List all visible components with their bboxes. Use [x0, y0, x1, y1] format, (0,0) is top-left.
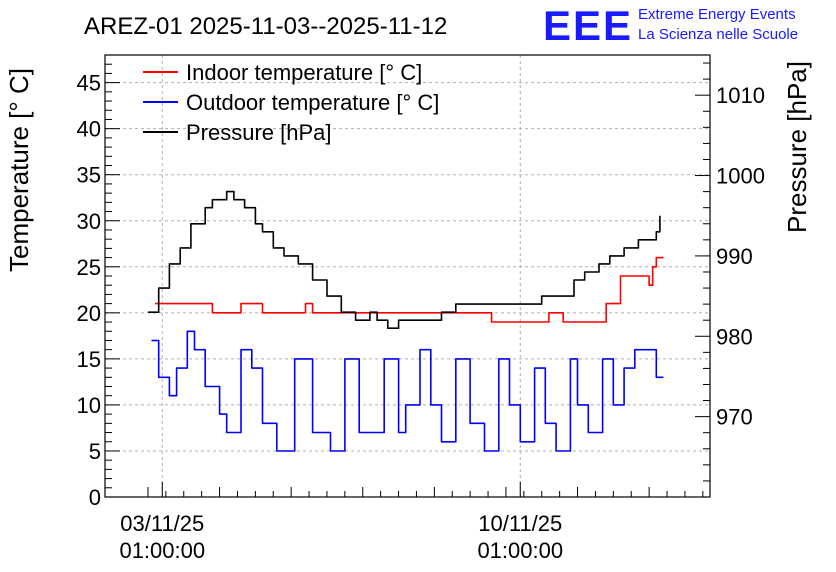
tick-label-x-date: 10/11/25	[478, 511, 562, 536]
tick-label-right: 990	[716, 244, 753, 269]
y-axis-right-label: Pressure [hPa]	[782, 61, 812, 233]
tick-label-right: 1000	[716, 164, 765, 189]
series-line-outdoor	[151, 330, 664, 452]
tick-label-left: 15	[77, 347, 101, 372]
tick-label-left: 30	[77, 209, 101, 234]
eee-logo-line1: Extreme Energy Events	[638, 6, 796, 23]
tick-label-x-date: 03/11/25	[120, 511, 204, 536]
eee-logo-mark: EEE	[543, 2, 633, 49]
tick-label-right: 1010	[716, 83, 765, 108]
tick-label-left: 25	[77, 255, 101, 280]
tick-label-left: 0	[89, 485, 101, 510]
tick-label-left: 40	[77, 117, 101, 142]
eee-logo-line2: La Scienza nelle Scuole	[638, 26, 798, 43]
tick-label-x-time: 01:00:00	[119, 538, 205, 563]
tick-label-right: 980	[716, 324, 753, 349]
tick-label-left: 35	[77, 163, 101, 188]
series-line-pressure	[148, 190, 661, 329]
series-layer	[148, 190, 664, 452]
chart-title: AREZ-01 2025-11-03--2025-11-12	[84, 13, 447, 40]
legend-label-pressure: Pressure [hPa]	[186, 120, 332, 145]
y-axis-left-label: Temperature [° C]	[4, 68, 34, 272]
legend-label-indoor: Indoor temperature [° C]	[186, 60, 422, 85]
legend-label-outdoor: Outdoor temperature [° C]	[186, 90, 439, 115]
legend: Indoor temperature [° C] Outdoor temperat…	[143, 60, 439, 145]
tick-label-left: 45	[77, 71, 101, 96]
eee-logo: EEE Extreme Energy Events La Scienza nel…	[543, 2, 798, 49]
tick-label-left: 10	[77, 393, 101, 418]
tick-label-right: 970	[716, 405, 753, 430]
tick-label-x-time: 01:00:00	[477, 538, 563, 563]
tick-label-left: 20	[77, 301, 101, 326]
tick-label-left: 5	[89, 439, 101, 464]
axes: 0 5 10 15 20 25 30 35 40 45 970 980 990 1000 1010 03/11…	[77, 54, 765, 563]
